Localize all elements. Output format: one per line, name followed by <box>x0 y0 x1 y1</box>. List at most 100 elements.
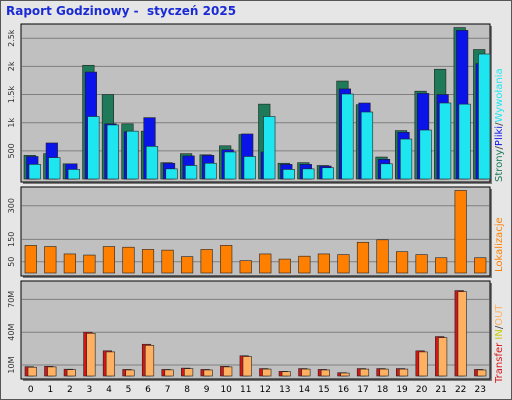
bar-out-6 <box>144 345 155 377</box>
x-tick-label: 13 <box>279 385 290 395</box>
bar-out-19 <box>398 368 409 377</box>
bar-wywo-ania-14 <box>302 168 315 180</box>
bar-out-22 <box>457 291 467 377</box>
page-title: Raport Godzinowy - styczeń 2025 <box>6 4 237 18</box>
legend-middle: Lokalizacje <box>494 217 505 272</box>
legend-strony: Strony <box>494 149 505 182</box>
bar-out-4 <box>105 351 116 377</box>
bar-lokalizacje-20 <box>415 254 428 274</box>
bar-out-20 <box>418 351 428 377</box>
bar-out-16 <box>340 372 350 377</box>
bar-lokalizacje-5 <box>122 246 135 274</box>
bar-lokalizacje-21 <box>435 257 448 274</box>
x-tick-label: 15 <box>318 385 329 395</box>
bar-lokalizacje-13 <box>278 258 291 274</box>
bar-wywo-ania-13 <box>282 169 295 180</box>
legend-sep-2: / <box>494 122 505 126</box>
bar-lokalizacje-8 <box>181 256 194 274</box>
panel-1 <box>20 186 491 277</box>
bar-out-0 <box>27 366 37 377</box>
legend-in: IN <box>494 329 505 340</box>
x-tick-label: 21 <box>435 385 446 395</box>
bar-lokalizacje-3 <box>83 254 96 274</box>
x-tick-label: 17 <box>357 385 368 395</box>
bar-out-1 <box>47 366 57 377</box>
legend-lokalizacje: Lokalizacje <box>494 217 505 272</box>
x-tick-label: 4 <box>106 385 112 395</box>
y-tick-label: 1k <box>7 117 16 127</box>
bar-wywo-ania-4 <box>106 124 120 180</box>
y-tick-label: 300 <box>7 198 16 213</box>
x-tick-label: 0 <box>28 385 34 395</box>
bar-out-15 <box>320 369 330 377</box>
y-tick-label: 70M <box>7 291 16 308</box>
bar-out-2 <box>66 369 76 377</box>
x-tick-label: 2 <box>67 385 73 395</box>
x-tick-label: 7 <box>165 385 171 395</box>
bar-out-10 <box>223 366 233 377</box>
bar-wywo-ania-11 <box>243 156 256 180</box>
x-tick-label: 8 <box>184 385 190 395</box>
bar-lokalizacje-19 <box>395 251 409 274</box>
bar-out-14 <box>301 368 311 377</box>
y-tick-label: 50 <box>7 257 16 267</box>
bar-lokalizacje-18 <box>376 239 389 274</box>
bar-wywo-ania-12 <box>263 116 276 180</box>
bar-lokalizacje-10 <box>220 245 233 274</box>
y-tick-label: 2.5k <box>7 29 16 47</box>
bar-out-23 <box>477 369 487 377</box>
bar-lokalizacje-15 <box>317 253 330 274</box>
x-tick-label: 19 <box>396 385 408 395</box>
legend-wywolania: Wywołania <box>494 68 505 123</box>
bar-wywo-ania-2 <box>67 169 80 180</box>
bar-out-3 <box>86 332 96 377</box>
y-tick-label: 1.5k <box>7 86 16 104</box>
bar-wywo-ania-19 <box>399 138 413 180</box>
bar-lokalizacje-12 <box>259 253 272 274</box>
y-tick-label: 10M <box>7 356 16 373</box>
bar-out-13 <box>281 371 291 377</box>
bar-out-21 <box>438 337 448 377</box>
y-tick-label: 500 <box>7 143 16 158</box>
bar-out-12 <box>262 368 272 377</box>
bar-lokalizacje-0 <box>24 245 37 274</box>
bar-out-8 <box>184 368 194 377</box>
legend-sep-1: / <box>494 146 505 150</box>
bar-wywo-ania-10 <box>224 151 237 180</box>
bar-wywo-ania-23 <box>478 53 491 180</box>
panel-2 <box>20 280 491 380</box>
y-tick-label: 150 <box>7 232 16 247</box>
bar-out-11 <box>242 356 252 377</box>
legend-out: OUT <box>494 304 505 326</box>
legend-bottom: Transfer IN/OUT <box>494 304 505 383</box>
bar-wywo-ania-20 <box>419 129 432 180</box>
bar-lokalizacje-14 <box>298 255 311 274</box>
x-tick-label: 22 <box>455 385 466 395</box>
bar-lokalizacje-22 <box>454 190 467 274</box>
bar-wywo-ania-0 <box>28 164 41 180</box>
y-tick-label: 40M <box>7 324 16 341</box>
bar-wywo-ania-17 <box>360 111 374 180</box>
bar-lokalizacje-17 <box>356 241 370 274</box>
x-tick-label: 11 <box>240 385 251 395</box>
bar-lokalizacje-2 <box>63 253 76 274</box>
bar-out-17 <box>359 368 370 377</box>
x-tick-label: 16 <box>338 385 350 395</box>
bar-out-18 <box>379 368 389 377</box>
bar-wywo-ania-1 <box>48 157 61 180</box>
bar-out-9 <box>203 369 213 377</box>
x-tick-label: 5 <box>126 385 132 395</box>
bar-lokalizacje-11 <box>239 260 252 274</box>
bar-lokalizacje-1 <box>44 246 57 274</box>
bar-wywo-ania-18 <box>380 163 393 180</box>
x-tick-label: 3 <box>87 385 93 395</box>
bar-lokalizacje-23 <box>474 257 487 274</box>
bar-wywo-ania-7 <box>165 168 178 180</box>
bar-lokalizacje-9 <box>200 249 213 274</box>
bar-wywo-ania-8 <box>185 165 198 180</box>
bar-wywo-ania-22 <box>458 103 471 180</box>
x-tick-label: 1 <box>47 385 53 395</box>
legend-transfer: Transfer <box>494 342 505 383</box>
legend-sep-3: / <box>494 325 505 330</box>
